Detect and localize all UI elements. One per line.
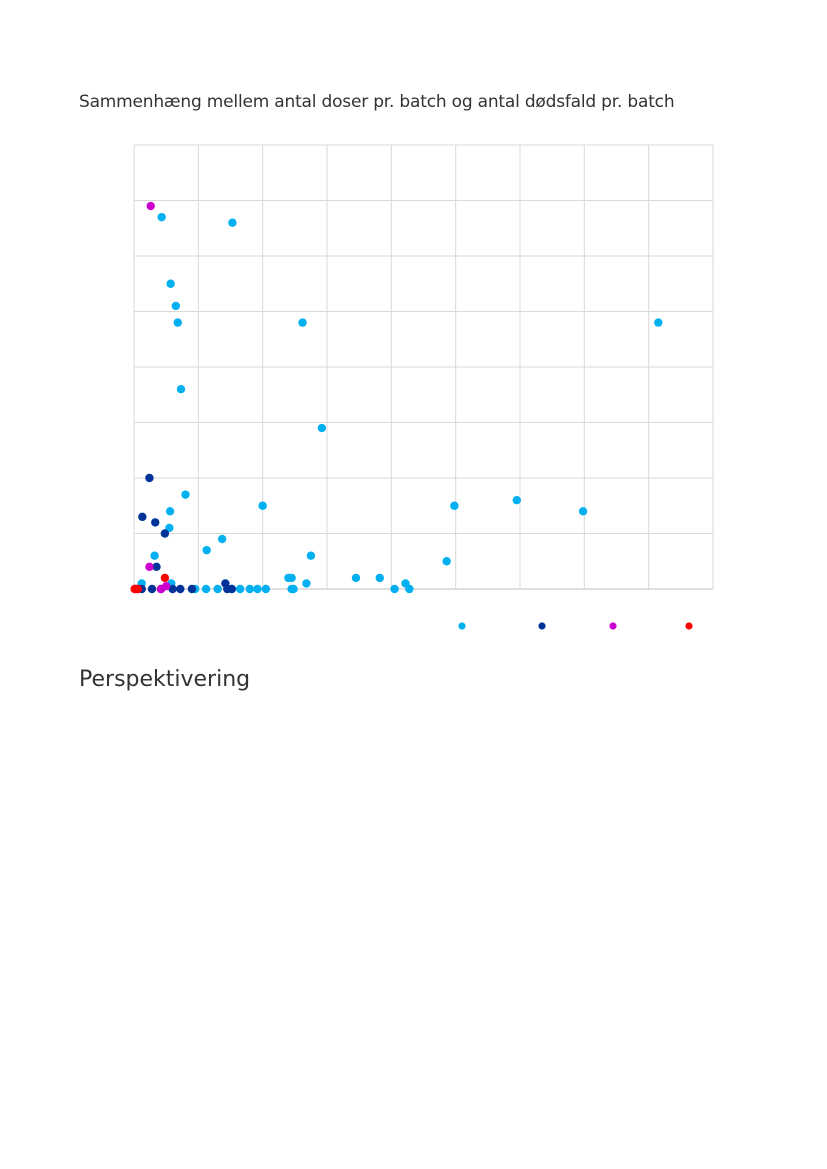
scatter-chart (130, 144, 714, 630)
data-point-series-1 (317, 423, 327, 433)
data-point-series-1 (173, 318, 182, 327)
data-point-series-3 (156, 584, 166, 594)
data-point-series-2 (168, 584, 177, 594)
data-point-series-1 (578, 507, 588, 516)
data-point-series-2 (145, 473, 154, 483)
legend-marker-series-2 (538, 622, 546, 630)
data-point-series-3 (145, 562, 154, 571)
data-point-series-1 (228, 218, 237, 227)
data-point-series-1 (171, 301, 181, 311)
data-point-series-1 (176, 385, 186, 394)
legend-marker-series-4 (685, 622, 693, 630)
data-point-series-1 (302, 579, 311, 588)
data-point-series-1 (202, 545, 211, 555)
data-point-series-1 (442, 557, 451, 566)
data-point-series-1 (258, 501, 267, 510)
chart-gridlines (133, 144, 714, 590)
data-point-series-1 (157, 212, 166, 222)
data-point-series-1 (405, 584, 414, 594)
data-point-series-3 (146, 201, 155, 211)
data-point-series-1 (512, 496, 521, 505)
data-point-series-1 (375, 573, 384, 583)
data-point-series-1 (217, 534, 227, 544)
chart-title: Sammenhæng mellem antal doser pr. batch … (79, 92, 675, 112)
data-point-series-2 (138, 512, 147, 522)
data-point-series-4 (160, 573, 170, 583)
legend-marker-series-1 (458, 622, 466, 630)
data-point-series-1 (306, 551, 316, 560)
data-point-series-2 (151, 518, 160, 527)
data-point-series-2 (160, 529, 170, 538)
data-point-series-1 (351, 573, 361, 583)
data-point-series-2 (147, 584, 157, 594)
data-point-series-4 (133, 584, 143, 594)
data-point-series-1 (201, 584, 211, 594)
data-point-series-1 (181, 490, 190, 499)
data-point-series-1 (165, 507, 175, 516)
data-point-series-1 (289, 584, 298, 594)
data-point-series-1 (261, 584, 271, 594)
data-point-series-1 (253, 584, 262, 594)
data-point-series-1 (150, 551, 159, 560)
chart-points (130, 201, 663, 594)
data-point-series-1 (654, 318, 663, 327)
data-point-series-1 (298, 318, 307, 327)
data-point-series-2 (227, 584, 236, 594)
data-point-series-1 (166, 279, 175, 288)
data-point-series-1 (165, 523, 174, 533)
data-point-series-1 (287, 573, 296, 583)
chart-legend (458, 622, 693, 630)
data-point-series-1 (245, 584, 254, 594)
section-heading: Perspektivering (79, 667, 251, 692)
data-point-series-1 (390, 584, 399, 594)
legend-marker-series-3 (609, 622, 617, 630)
data-point-series-1 (450, 501, 459, 510)
data-point-series-2 (152, 562, 161, 571)
data-point-series-2 (187, 584, 197, 594)
data-point-series-1 (235, 584, 245, 594)
data-point-series-2 (176, 584, 185, 594)
data-point-series-1 (213, 584, 222, 594)
